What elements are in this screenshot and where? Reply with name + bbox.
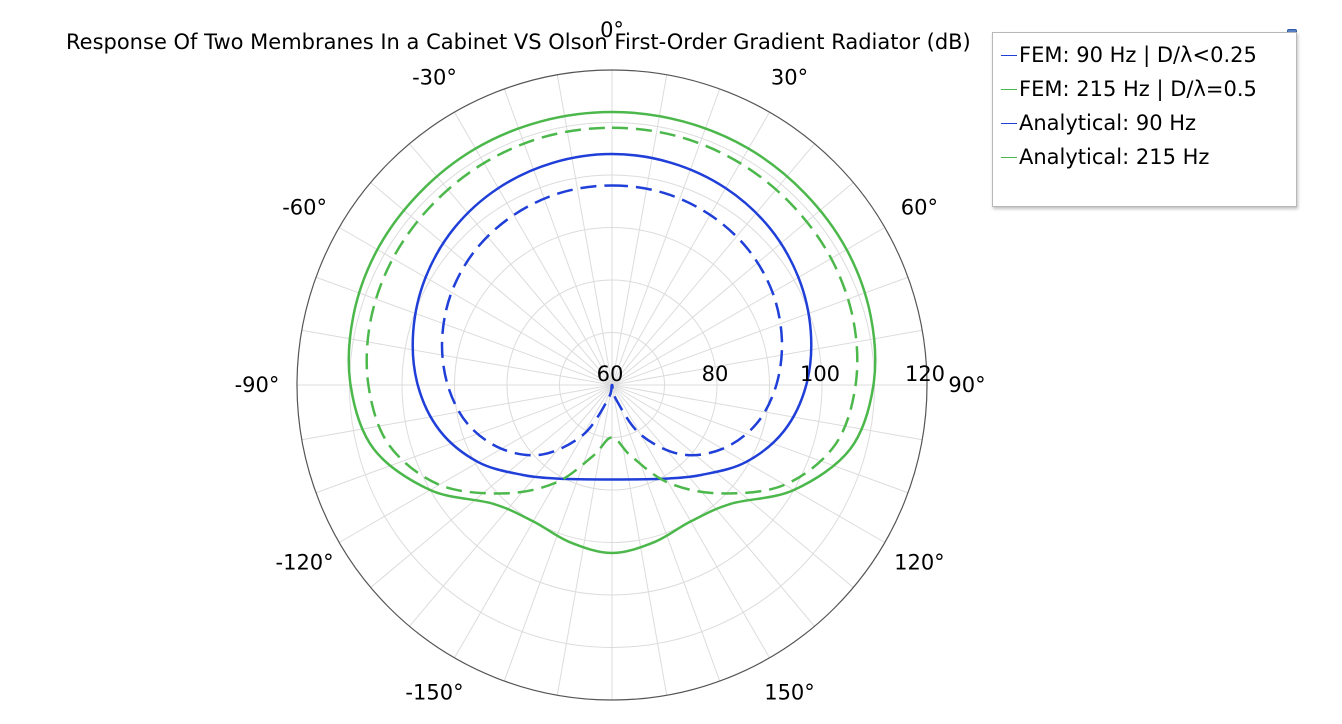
legend-entry: Analytical: 215 Hz [993, 140, 1296, 174]
series-line-2 [440, 184, 784, 457]
legend-entry: FEM: 90 Hz | D/λ<0.25 [993, 38, 1296, 72]
angle-tick-label: -90° [235, 373, 280, 397]
angle-tick-label: 120° [894, 551, 945, 575]
legend-swatch-icon [1001, 156, 1017, 158]
angle-tick-label: -60° [282, 196, 327, 220]
angle-tick-label: -150° [405, 680, 463, 704]
angle-tick-label: 60° [901, 196, 938, 220]
angle-tick-label: 0° [600, 18, 624, 42]
legend: FEM: 90 Hz | D/λ<0.25 FEM: 215 Hz | D/λ=… [992, 32, 1297, 207]
legend-label: FEM: 215 Hz | D/λ=0.5 [1019, 77, 1257, 101]
grid-ring [506, 279, 718, 491]
legend-swatch-icon [1001, 54, 1017, 56]
series-line-1 [347, 110, 877, 555]
grid-ring [401, 174, 823, 596]
angle-tick-label: 90° [948, 373, 985, 397]
radial-tick-label: 100 [800, 362, 840, 386]
polar-grid [296, 69, 928, 701]
angle-tick-label: -120° [276, 551, 334, 575]
series-curves [347, 110, 877, 555]
legend-label: Analytical: 215 Hz [1019, 145, 1210, 169]
plot-boundary [296, 69, 928, 701]
series-line-3 [365, 126, 859, 495]
grid-ring [559, 332, 665, 438]
legend-entry: Analytical: 90 Hz [993, 106, 1296, 140]
legend-label: Analytical: 90 Hz [1019, 111, 1197, 135]
axis-labels: 60801001200°30°60°90°120°150°180°-150°-1… [235, 18, 986, 704]
series-line-0 [411, 152, 813, 481]
angle-tick-label: 30° [771, 66, 808, 90]
legend-swatch-icon [1001, 88, 1017, 90]
angle-tick-label: 150° [764, 680, 815, 704]
radial-tick-label: 80 [702, 362, 729, 386]
radial-tick-label: 120 [905, 362, 945, 386]
legend-label: FEM: 90 Hz | D/λ<0.25 [1019, 43, 1257, 67]
legend-swatch-icon [1001, 122, 1017, 124]
chart-title: Response Of Two Membranes In a Cabinet V… [66, 30, 971, 54]
radial-tick-label: 60 [597, 362, 624, 386]
angle-tick-label: -30° [412, 66, 457, 90]
grid-ring [454, 227, 770, 543]
legend-entry: FEM: 215 Hz | D/λ=0.5 [993, 72, 1296, 106]
